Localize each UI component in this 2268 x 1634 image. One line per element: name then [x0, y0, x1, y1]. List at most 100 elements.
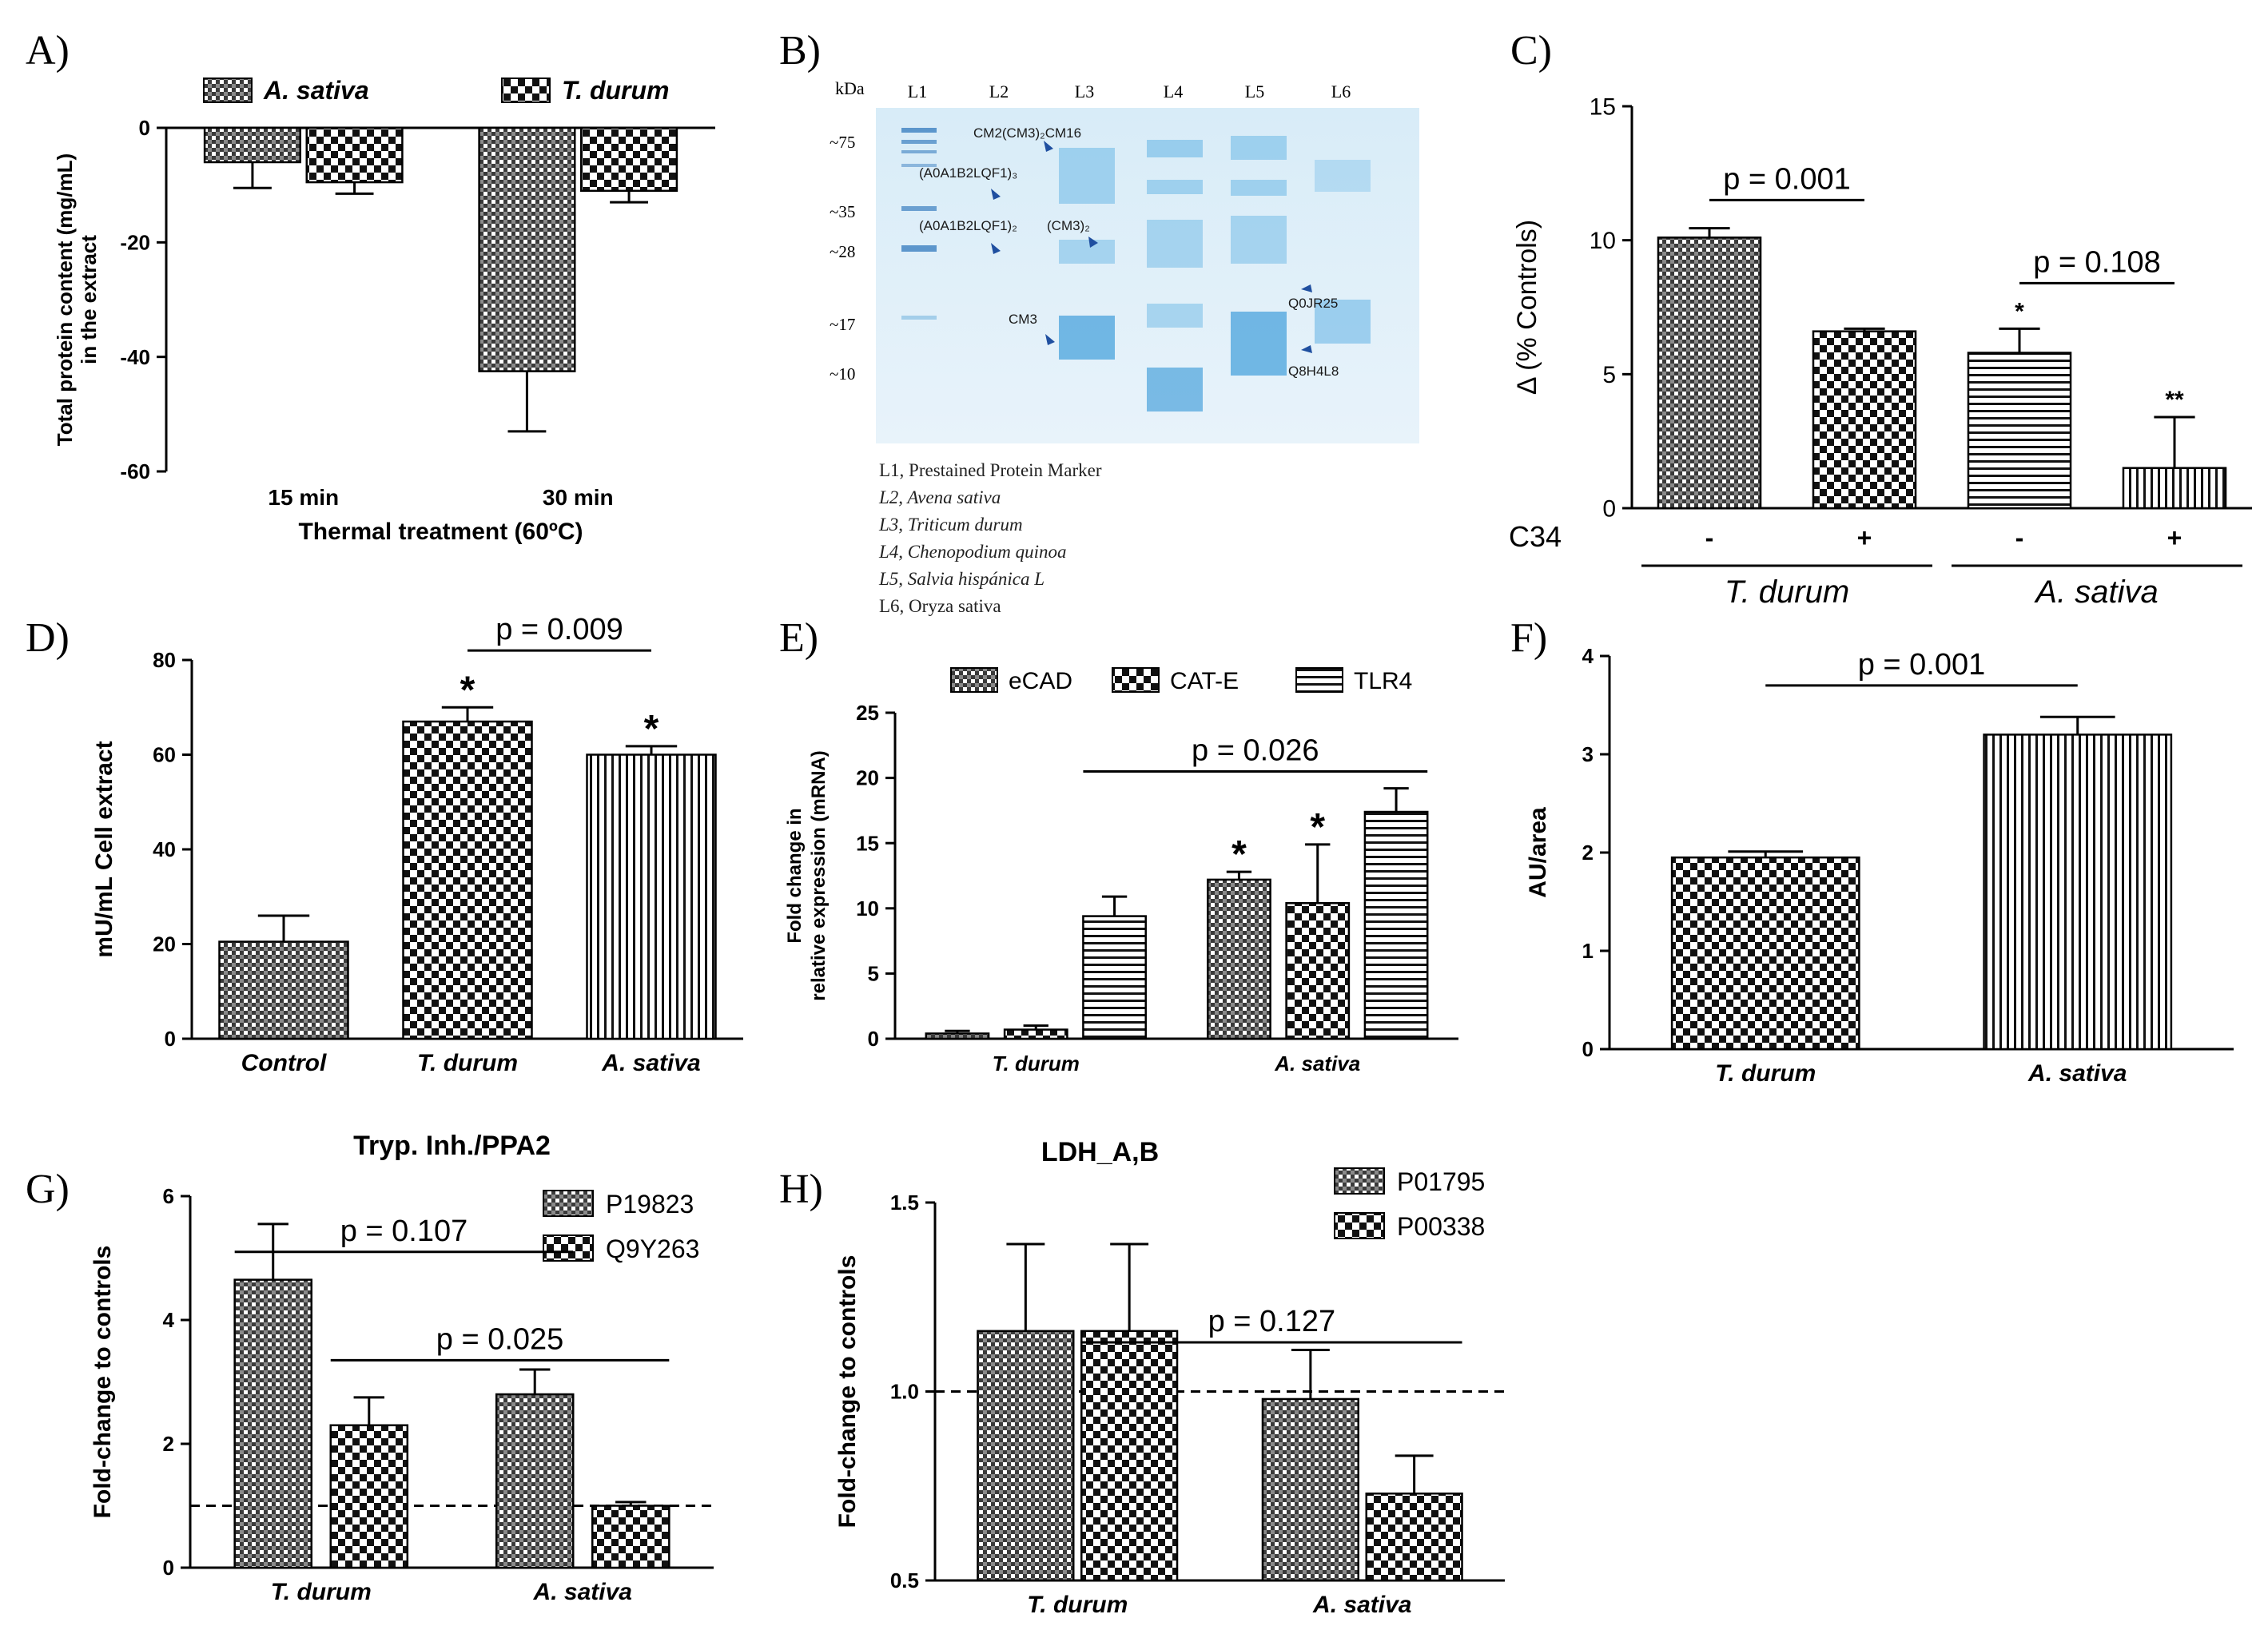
bar — [2122, 467, 2227, 510]
x-tick-label: T. durum — [993, 1052, 1080, 1075]
gel-lane-label: L4 — [1164, 82, 1183, 101]
y-tick-label: 25 — [856, 701, 879, 725]
bar — [478, 126, 576, 372]
significance-star: * — [1310, 806, 1325, 849]
y-tick-label: 15 — [1590, 94, 1616, 121]
gel-band — [1147, 368, 1203, 411]
bar — [1207, 878, 1271, 1040]
legend-swatch — [543, 1190, 594, 1217]
gel-annotation: (A0A1B2LQF1)₃ — [919, 165, 1017, 181]
y-axis-label: in the extract — [77, 235, 101, 364]
bar — [1670, 856, 1860, 1051]
gel-panel: kDa L1 L2 L3 L4 L5 L6 ~75 ~35 ~28 ~17 ~1… — [830, 78, 1419, 616]
bar — [977, 1330, 1075, 1582]
gel-band — [1059, 148, 1115, 204]
gel-band — [1147, 180, 1203, 194]
bar — [1363, 810, 1429, 1040]
legend-label: TLR4 — [1354, 668, 1412, 694]
x-tick-label: - — [1705, 523, 1714, 552]
y-tick-label: 5 — [868, 962, 879, 986]
bar — [203, 126, 301, 164]
gel-annotations: CM2(CM3)₂CM16 (A0A1B2LQF1)₃ (A0A1B2LQF1)… — [919, 125, 1339, 379]
p-value-label: p = 0.025 — [436, 1322, 564, 1356]
bar — [1082, 915, 1147, 1040]
gel-kda-label: kDa — [835, 78, 865, 98]
gel-legend-item: L4, Chenopodium quinoa — [878, 542, 1066, 562]
x-tick-label: T. durum — [271, 1579, 372, 1605]
legend-label: A. sativa — [263, 76, 369, 105]
gel-legend: L1, Prestained Protein Marker L2, Avena … — [878, 460, 1102, 616]
legend-swatch — [501, 78, 551, 103]
bar — [1003, 1028, 1068, 1040]
bar — [925, 1032, 990, 1040]
bar — [1967, 352, 2072, 510]
panel-letter-c: C) — [1510, 28, 1552, 74]
gel-band — [1059, 240, 1115, 264]
bar — [1657, 237, 1762, 510]
p-value-label: p = 0.107 — [340, 1215, 468, 1248]
y-tick-label: 3 — [1582, 742, 1594, 766]
bar — [1285, 902, 1351, 1040]
y-tick-label: 6 — [163, 1184, 174, 1208]
gel-annotation: Q0JR25 — [1288, 296, 1338, 311]
p-value-label: p = 0.001 — [1723, 162, 1851, 196]
panel-letter-b: B) — [779, 28, 821, 74]
legend-label: P00338 — [1397, 1212, 1485, 1241]
gel-lane-labels: L1 L2 L3 L4 L5 L6 — [908, 82, 1351, 101]
bar — [495, 1393, 575, 1569]
bar — [233, 1278, 312, 1569]
legend-label: eCAD — [1009, 668, 1072, 694]
x-tick-label: A. sativa — [601, 1050, 700, 1076]
x-tick-label: 30 min — [543, 485, 614, 510]
legend-swatch — [1334, 1212, 1385, 1239]
y-tick-label: 1.0 — [890, 1380, 919, 1404]
panel-letter-a: A) — [26, 28, 70, 74]
legend-label: P19823 — [606, 1190, 694, 1219]
gel-marker-label: ~35 — [830, 202, 855, 221]
gel-band — [901, 206, 937, 211]
gel-arrow-icon — [1301, 284, 1312, 292]
y-axis-label: Fold-change to controls — [90, 1246, 116, 1519]
legend-swatch — [203, 78, 253, 103]
y-tick-label: 20 — [153, 932, 176, 956]
gel-arrow-icon — [1301, 345, 1312, 353]
gel-legend-item: L1, Prestained Protein Marker — [879, 460, 1102, 480]
y-tick-label: 40 — [153, 837, 176, 861]
bar — [1080, 1330, 1179, 1582]
bar — [305, 126, 404, 184]
gel-legend-item: L2, Avena sativa — [878, 487, 1001, 507]
significance-star: * — [644, 708, 659, 750]
bar — [1983, 734, 2173, 1051]
bar — [402, 720, 533, 1040]
gel-arrows — [991, 141, 1312, 353]
gel-marker-label: ~75 — [830, 133, 855, 152]
y-tick-label: 10 — [1590, 228, 1616, 254]
gel-annotation: (A0A1B2LQF1)₂ — [919, 218, 1017, 233]
bar — [218, 940, 349, 1040]
x-tick-label: T. durum — [417, 1050, 518, 1076]
row-label: C34 — [1509, 520, 1562, 553]
panel-letter-d: D) — [26, 615, 70, 661]
gel-band — [901, 150, 937, 153]
y-tick-label: 0 — [1602, 496, 1616, 523]
y-tick-label: 0 — [139, 116, 150, 140]
x-tick-label: + — [2167, 523, 2182, 552]
y-tick-label: 20 — [856, 766, 879, 790]
x-tick-label: A. sativa — [2027, 1060, 2127, 1087]
chart-panel-a: 0 -20 -40 -60 15 min 30 min Total protein cont… — [53, 76, 715, 545]
legend-swatch — [950, 667, 998, 693]
significance-star: * — [2015, 298, 2024, 324]
gel-band — [1231, 136, 1287, 160]
gel-band — [1315, 160, 1371, 192]
gel-lane-label: L3 — [1075, 82, 1094, 101]
y-tick-label: -60 — [120, 459, 150, 483]
gel-band — [1147, 304, 1203, 328]
y-axis-label: Fold change in — [784, 808, 806, 943]
p-value-label: p = 0.009 — [495, 613, 623, 646]
gel-annotation: (CM3)₂ — [1047, 218, 1090, 233]
x-tick-label: - — [2015, 523, 2024, 552]
y-tick-label: 0 — [163, 1556, 174, 1580]
y-tick-label: 1.5 — [890, 1191, 919, 1215]
chart-title: Tryp. Inh./PPA2 — [353, 1131, 551, 1161]
